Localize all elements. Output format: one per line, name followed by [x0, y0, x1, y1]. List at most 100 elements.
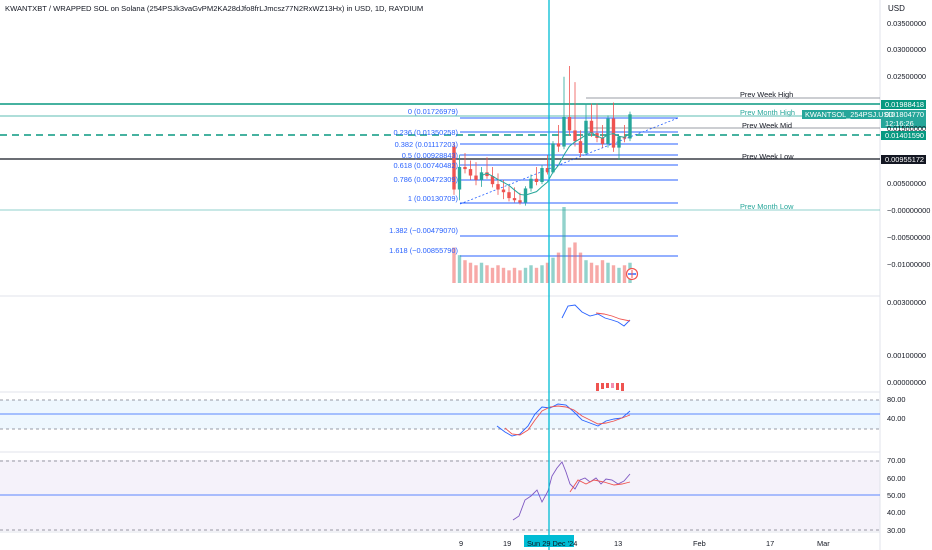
rsi-tick: 40.00 [887, 508, 906, 517]
volume-bar [611, 265, 616, 283]
fib-label: 1.618 (−0.00855790) [389, 246, 458, 255]
volume-bar [578, 252, 583, 283]
volume-bars [452, 207, 632, 283]
price-tick: 0.03500000 [887, 19, 927, 28]
price-tick: −0.00000000 [887, 206, 931, 215]
badge-prev-week-mid [881, 131, 926, 140]
fib-label: 0.5 (0.00928843) [401, 151, 458, 160]
volume-bar [496, 265, 500, 283]
price-tick: −0.01000000 [887, 260, 931, 269]
moving-average-line [481, 132, 631, 196]
macd-line [561, 304, 631, 327]
volume-bar [507, 270, 511, 283]
time-tick: 13 [614, 539, 623, 548]
stoch-tick: 80.00 [887, 395, 906, 404]
moving-average [481, 132, 631, 196]
candle[interactable] [611, 118, 616, 148]
rsi-tick: 60.00 [887, 474, 906, 483]
candle[interactable] [556, 143, 561, 147]
badge-prev-week-high [881, 100, 926, 109]
candle[interactable] [463, 166, 467, 170]
fib-label: 0.618 (0.00740482) [393, 161, 458, 170]
candle[interactable] [600, 137, 605, 144]
candle[interactable] [562, 117, 566, 147]
candle[interactable] [578, 141, 583, 153]
macd-tick: 0.00000000 [887, 378, 927, 387]
rsi-tick: 70.00 [887, 456, 906, 465]
volume-bar [589, 262, 594, 283]
volume-bar [457, 255, 462, 283]
candle[interactable] [617, 136, 621, 148]
volume-bar [452, 247, 456, 283]
candle[interactable] [474, 175, 478, 180]
candle[interactable] [479, 172, 484, 180]
candle[interactable] [540, 168, 544, 182]
candle[interactable] [457, 166, 462, 190]
candle[interactable] [545, 168, 550, 173]
macd-histogram [596, 383, 624, 391]
badge-prev-week-low [881, 155, 926, 164]
flag-icon[interactable] [625, 267, 639, 281]
badge-symbol-name [802, 110, 881, 119]
candle[interactable] [490, 176, 495, 185]
badge-symbol-text: KWANTSOL_254PSJ.USD [805, 110, 894, 119]
macd-signal-line [595, 312, 631, 322]
candle[interactable] [589, 120, 594, 134]
volume-bar [501, 267, 506, 283]
candle[interactable] [452, 146, 456, 190]
candle[interactable] [518, 200, 522, 203]
price-tick: 0.01500000 [887, 124, 927, 133]
candle[interactable] [496, 184, 500, 190]
volume-bar [562, 207, 566, 283]
time-tick: 19 [503, 539, 512, 548]
chart-title: KWANTXBT / WRAPPED SOL on Solana (254PSJ… [5, 4, 424, 13]
candle[interactable] [573, 130, 577, 142]
stoch-band [0, 400, 880, 429]
fib-label: 0.786 (0.00472309) [393, 175, 458, 184]
volume-bar [523, 267, 528, 283]
candle[interactable] [501, 189, 506, 193]
prev-week-mid-label: Prev Week Mid [742, 121, 792, 130]
badge-countdown-text: 12:16:26 [885, 119, 914, 128]
volume-bar [490, 267, 495, 283]
volume-bar [600, 260, 605, 283]
price-tick: 0.00500000 [887, 179, 927, 188]
volume-bar [573, 242, 577, 283]
price-tick: −0.00500000 [887, 233, 931, 242]
prev-week-high-label: Prev Week High [740, 90, 794, 99]
currency-label: USD [888, 4, 905, 13]
price-tick: 0.03000000 [887, 45, 927, 54]
candlestick-series[interactable] [452, 65, 632, 206]
candle[interactable] [529, 178, 533, 189]
volume-bar [617, 267, 621, 283]
time-tick: Feb [693, 539, 706, 548]
volume-bar [468, 262, 473, 283]
candle[interactable] [567, 117, 572, 131]
rsi-tick: 30.00 [887, 526, 906, 535]
candle[interactable] [507, 192, 511, 199]
volume-bar [485, 265, 489, 283]
badge-low-text: 0.00955172 [885, 155, 925, 164]
rsi-tick: 50.00 [887, 491, 906, 500]
volume-bar [534, 267, 539, 283]
candle[interactable] [606, 118, 610, 144]
candle[interactable] [485, 172, 489, 177]
candle[interactable] [512, 198, 517, 201]
candle[interactable] [468, 169, 473, 176]
candle[interactable] [551, 143, 555, 173]
candle[interactable] [584, 120, 588, 153]
volume-bar [584, 260, 588, 283]
volume-bar [556, 252, 561, 283]
volume-bar [567, 247, 572, 283]
stoch-d-line [504, 405, 631, 436]
fib-label: 1.382 (−0.00479070) [389, 226, 458, 235]
candle[interactable] [628, 114, 632, 139]
volume-bar [463, 260, 467, 283]
volume-bar [595, 265, 599, 283]
time-tick: Mar [817, 539, 830, 548]
volume-bar [551, 257, 555, 283]
macd-tick: 0.00100000 [887, 351, 927, 360]
candle[interactable] [534, 178, 539, 182]
badge-price-text: 0.01804770 [885, 110, 925, 119]
